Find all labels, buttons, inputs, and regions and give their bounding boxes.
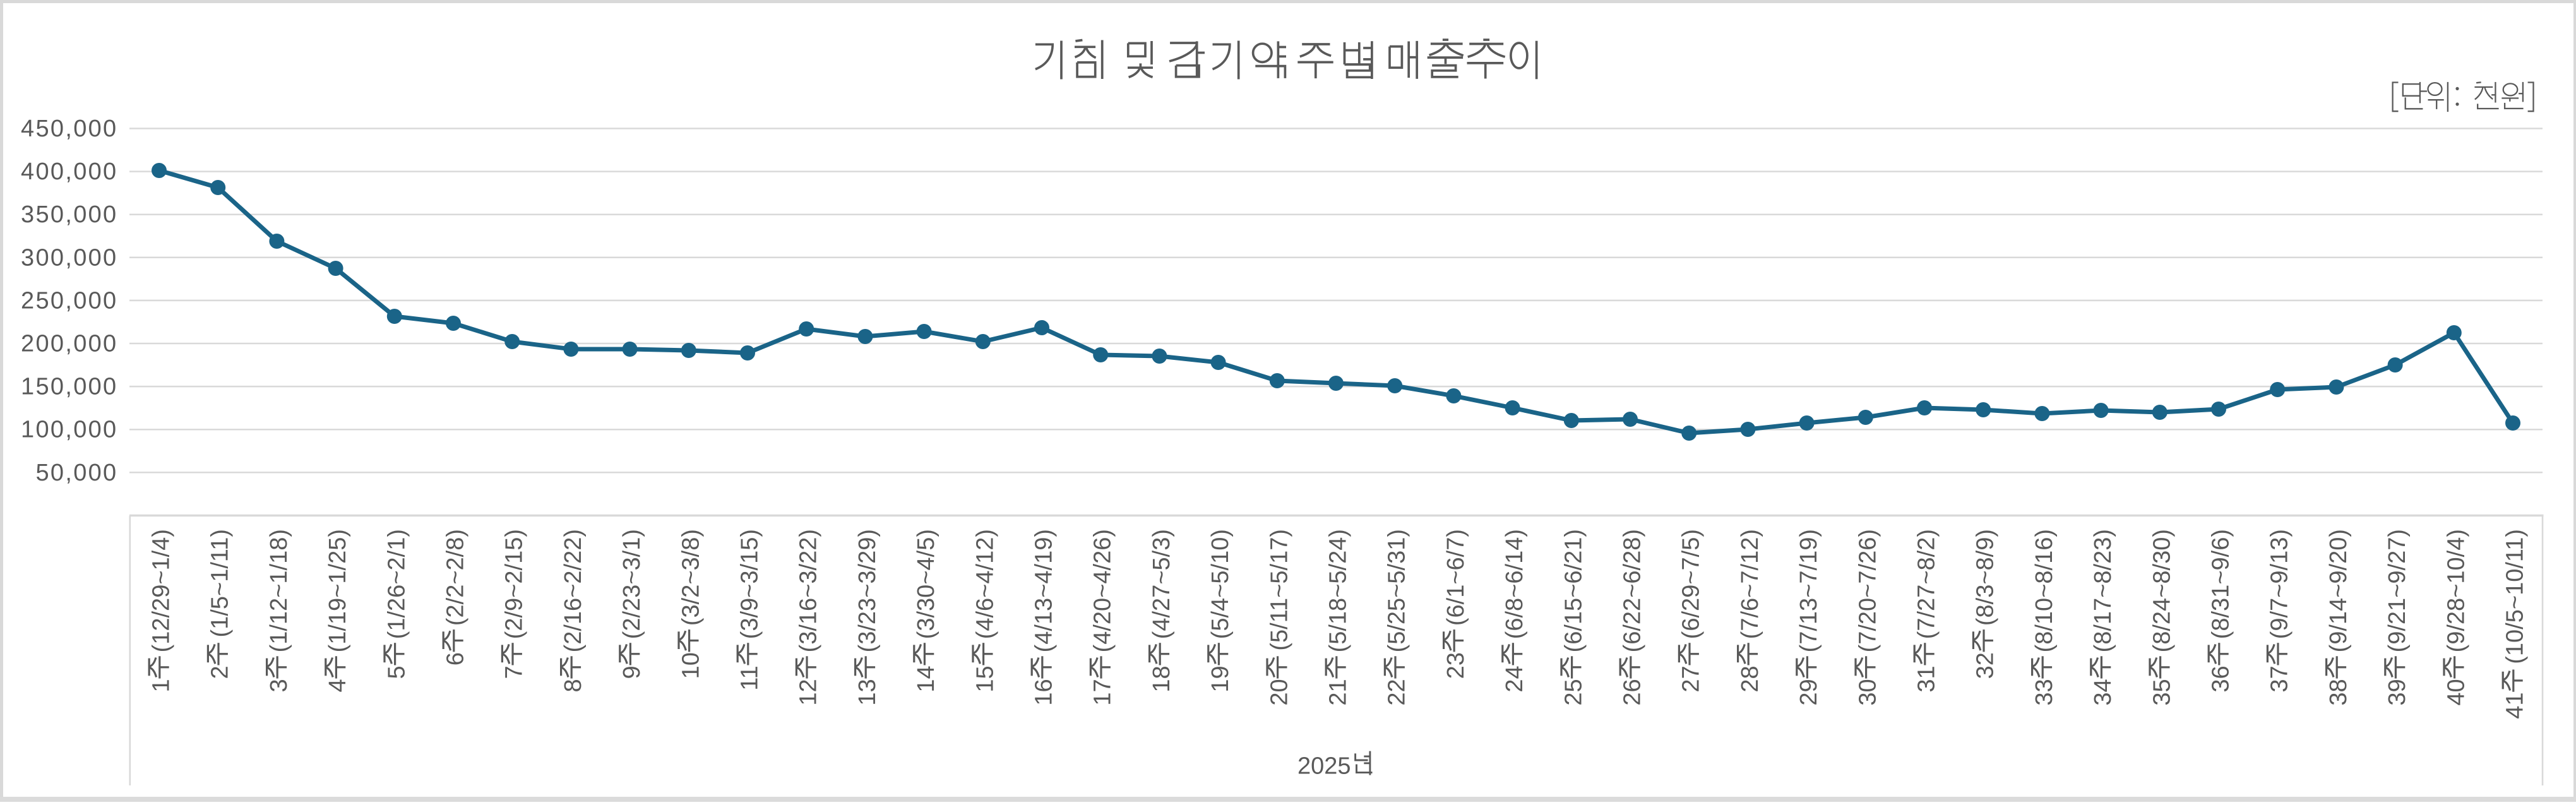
svg-text:150,000: 150,000	[21, 374, 117, 400]
svg-text:1: 1	[148, 679, 175, 692]
svg-text:(1/19~1/25): (1/19~1/25)	[325, 529, 351, 652]
svg-text:17: 17	[1090, 679, 1116, 705]
svg-text:14: 14	[913, 665, 939, 692]
svg-text:24: 24	[1501, 665, 1528, 692]
svg-text:37: 37	[2267, 665, 2293, 692]
svg-text:(9/21~9/27): (9/21~9/27)	[2384, 529, 2411, 652]
svg-text:32: 32	[1972, 652, 1999, 679]
svg-text:34: 34	[2090, 679, 2116, 705]
svg-text:5: 5	[383, 665, 410, 679]
svg-text:(4/6~4/12): (4/6~4/12)	[972, 529, 998, 639]
svg-text:(6/1~6/7): (6/1~6/7)	[1443, 529, 1469, 626]
svg-text:(2/23~3/1): (2/23~3/1)	[619, 529, 645, 639]
svg-text:6: 6	[443, 652, 469, 665]
svg-text:400,000: 400,000	[21, 158, 117, 185]
svg-text:(6/29~7/5): (6/29~7/5)	[1678, 529, 1705, 639]
svg-text:(2/16~2/22): (2/16~2/22)	[560, 529, 587, 652]
svg-text:(8/24~8/30): (8/24~8/30)	[2149, 529, 2175, 652]
svg-text:(8/3~8/9): (8/3~8/9)	[1972, 529, 1999, 626]
svg-text:(7/27~8/2): (7/27~8/2)	[1914, 529, 1940, 639]
svg-text:2: 2	[207, 665, 234, 679]
svg-text:(6/22~6/28): (6/22~6/28)	[1619, 529, 1646, 652]
svg-text:(3/30~4/5): (3/30~4/5)	[913, 529, 939, 639]
svg-text:(6/8~6/14): (6/8~6/14)	[1501, 529, 1528, 639]
svg-text:33: 33	[2031, 679, 2058, 705]
svg-text:39: 39	[2384, 679, 2411, 705]
svg-text:50,000: 50,000	[35, 460, 117, 486]
svg-text:(7/13~7/19): (7/13~7/19)	[1796, 529, 1822, 652]
svg-text:350,000: 350,000	[21, 201, 117, 228]
svg-text:(4/13~4/19): (4/13~4/19)	[1031, 529, 1058, 652]
svg-text:(9/7~9/13): (9/7~9/13)	[2267, 529, 2293, 639]
svg-text:(8/31~9/6): (8/31~9/6)	[2208, 529, 2234, 639]
svg-text:12: 12	[796, 679, 822, 705]
svg-text:(4/20~4/26): (4/20~4/26)	[1090, 529, 1116, 652]
svg-text:21: 21	[1325, 679, 1352, 705]
svg-text:11: 11	[737, 665, 763, 690]
svg-text:4: 4	[325, 679, 351, 692]
svg-text:15: 15	[972, 665, 998, 692]
svg-text:(7/20~7/26): (7/20~7/26)	[1854, 529, 1881, 652]
svg-text:23: 23	[1443, 652, 1469, 679]
svg-text:(2/2~2/8): (2/2~2/8)	[443, 529, 469, 626]
svg-text:(6/15~6/21): (6/15~6/21)	[1560, 529, 1587, 652]
svg-text:40: 40	[2443, 679, 2469, 705]
svg-text:31: 31	[1914, 665, 1940, 692]
svg-text:20: 20	[1266, 679, 1292, 705]
svg-text:41: 41	[2502, 693, 2529, 719]
svg-text:(5/18~5/24): (5/18~5/24)	[1325, 529, 1352, 652]
svg-text:(3/23~3/29): (3/23~3/29)	[854, 529, 881, 652]
svg-text:(5/4~5/10): (5/4~5/10)	[1207, 529, 1234, 639]
svg-text:(3/2~3/8): (3/2~3/8)	[677, 529, 704, 626]
svg-text:13: 13	[854, 679, 881, 705]
svg-text:9: 9	[619, 665, 645, 679]
svg-text:300,000: 300,000	[21, 244, 117, 271]
svg-text:(4/27~5/3): (4/27~5/3)	[1148, 529, 1175, 639]
svg-text:(8/17~8/23): (8/17~8/23)	[2090, 529, 2116, 652]
svg-text:(3/9~3/15): (3/9~3/15)	[737, 529, 763, 639]
svg-text:3: 3	[266, 679, 292, 692]
svg-text:27: 27	[1678, 665, 1705, 692]
svg-text:18: 18	[1148, 665, 1175, 692]
svg-text:(9/14~9/20): (9/14~9/20)	[2325, 529, 2352, 652]
svg-text:28: 28	[1737, 665, 1763, 692]
svg-text:(5/11~5/17): (5/11~5/17)	[1266, 529, 1292, 651]
svg-text:(9/28~10/4): (9/28~10/4)	[2443, 529, 2469, 652]
svg-text:29: 29	[1796, 679, 1822, 705]
svg-text:25: 25	[1560, 679, 1587, 705]
svg-text:(10/5~10/11): (10/5~10/11)	[2502, 529, 2529, 664]
svg-text:(1/12~1/18): (1/12~1/18)	[266, 529, 292, 652]
svg-text:30: 30	[1854, 679, 1881, 705]
svg-text:(7/6~7/12): (7/6~7/12)	[1737, 529, 1763, 639]
svg-text:2025: 2025	[1297, 753, 1351, 779]
svg-text:38: 38	[2325, 679, 2352, 705]
svg-text:(1/26~2/1): (1/26~2/1)	[383, 529, 410, 639]
svg-text:26: 26	[1619, 679, 1646, 705]
svg-text:10: 10	[677, 652, 704, 679]
svg-text:250,000: 250,000	[21, 287, 117, 314]
svg-text:(3/16~3/22): (3/16~3/22)	[796, 529, 822, 652]
svg-text:35: 35	[2149, 679, 2175, 705]
svg-text:(12/29~1/4): (12/29~1/4)	[148, 529, 175, 652]
svg-text:(5/25~5/31): (5/25~5/31)	[1384, 529, 1410, 652]
svg-text:(8/10~8/16): (8/10~8/16)	[2031, 529, 2058, 652]
svg-text:8: 8	[560, 679, 587, 692]
svg-text:16: 16	[1031, 679, 1058, 705]
svg-text:(2/9~2/15): (2/9~2/15)	[501, 529, 528, 639]
svg-text:19: 19	[1207, 665, 1234, 692]
svg-text:200,000: 200,000	[21, 331, 117, 357]
svg-text:100,000: 100,000	[21, 417, 117, 443]
svg-text:22: 22	[1384, 679, 1410, 705]
svg-text:36: 36	[2208, 665, 2234, 692]
svg-text:450,000: 450,000	[21, 116, 117, 142]
svg-text:7: 7	[501, 665, 528, 679]
svg-text:(1/5~1/11): (1/5~1/11)	[207, 529, 234, 637]
